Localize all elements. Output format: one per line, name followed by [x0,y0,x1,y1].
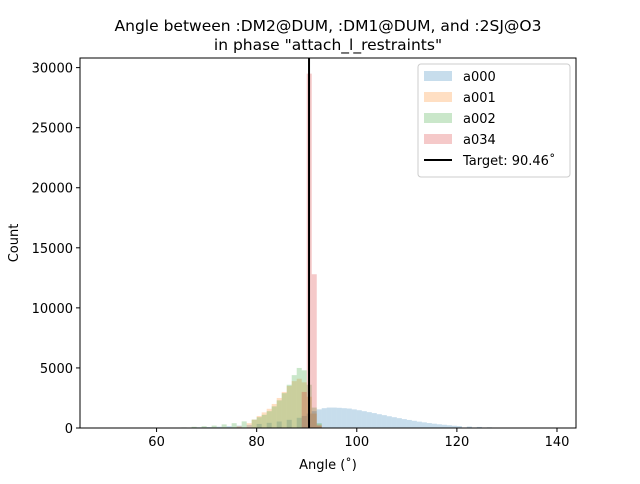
legend-label-a002: a002 [463,112,496,127]
chart-subtitle: in phase "attach_l_restraints" [214,36,442,55]
bar-a000 [422,422,427,428]
chart-title: Angle between :DM2@DUM, :DM1@DUM, and :2… [115,17,542,35]
bar-a000 [397,418,402,428]
legend-label-a034: a034 [463,133,496,148]
bar-a002 [232,423,237,428]
legend-label-target: Target: 90.46˚ [462,153,555,169]
legend-label-a001: a001 [463,91,496,106]
bar-a000 [377,414,382,428]
bar-a002 [222,424,227,428]
bar-a000 [352,409,357,428]
bar-a000 [382,415,387,428]
legend-label-a000: a000 [463,70,496,85]
x-tick-label: 120 [444,435,469,450]
y-tick-label: 20000 [32,182,73,197]
y-tick-label: 5000 [40,362,73,377]
bar-a000 [402,419,407,428]
legend-swatch-a034 [424,134,452,144]
x-tick-label: 100 [344,435,369,450]
bar-a000 [392,417,397,428]
bar-a000 [367,412,372,428]
bar-a000 [417,422,422,428]
x-tick-label: 140 [545,435,570,450]
bar-a000 [432,424,437,428]
bar-a000 [332,408,337,428]
bar-a002 [272,406,277,428]
bar-a000 [357,410,362,428]
bar-a002 [292,375,297,428]
legend-swatch-a001 [424,92,452,102]
bar-a002 [257,417,262,428]
bar-a000 [322,408,327,428]
bar-a002 [277,400,282,428]
bar-a002 [252,420,257,428]
y-axis-label: Count [7,224,22,263]
bar-a000 [427,423,432,428]
bar-a000 [347,409,352,428]
x-tick-label: 80 [248,435,265,450]
legend-swatch-a002 [424,113,452,123]
bar-a034 [302,392,307,428]
bar-a002 [282,393,287,428]
bar-a034 [312,274,317,428]
x-axis-label: Angle (˚) [299,457,357,473]
bar-a000 [337,408,342,428]
y-tick-label: 0 [65,422,73,437]
legend: a000 a001 a002 a034 Target: 90.46˚ [418,64,570,177]
bar-a000 [407,420,412,428]
bar-a000 [437,424,442,428]
bar-a001 [247,423,252,428]
bar-a002 [262,415,267,428]
bar-a002 [242,421,247,428]
bar-a000 [327,408,332,428]
y-tick-label: 30000 [32,62,73,77]
bar-a002 [297,368,302,428]
x-tick-label: 60 [148,435,165,450]
bar-a000 [387,416,392,428]
y-tick-label: 15000 [32,242,73,257]
bar-a000 [372,413,377,428]
bar-a000 [412,421,417,428]
y-tick-label: 10000 [32,302,73,317]
bar-a000 [362,411,367,428]
legend-swatch-a000 [424,71,452,81]
bar-a002 [267,411,272,428]
bar-a002 [287,385,292,428]
bar-a000 [342,408,347,428]
y-tick-label: 25000 [32,122,73,137]
